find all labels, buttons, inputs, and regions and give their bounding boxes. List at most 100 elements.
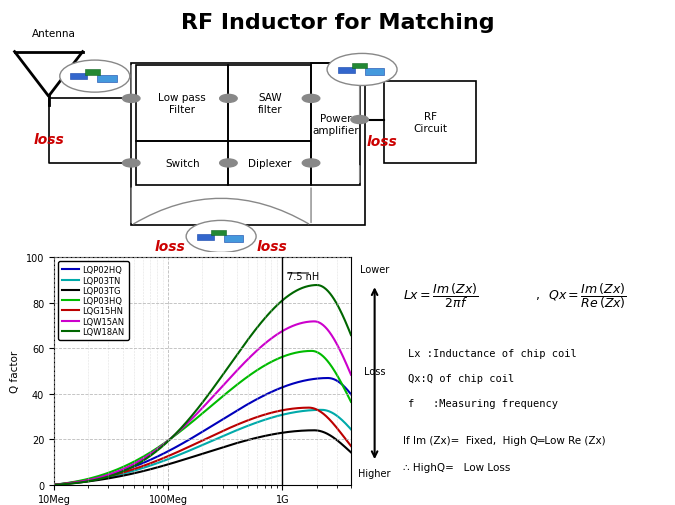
Line: LQP03TG: LQP03TG [54,430,351,485]
LQG15HN [347,443,355,449]
Text: loss: loss [256,239,288,253]
LQP02HQ [126,465,134,471]
LQP03TN [248,421,256,427]
Text: Qx:Q of chip coil: Qx:Q of chip coil [408,374,514,383]
Bar [338,67,355,74]
LQG15HN [225,425,233,431]
LQW15AN [103,472,111,478]
Line: LQP02HQ: LQP02HQ [54,378,351,485]
LQG15HN [103,474,111,480]
Text: Antenna: Antenna [32,29,76,39]
Line: LQP03TN: LQP03TN [54,410,351,485]
LQP03TG [103,476,111,482]
Bar [311,64,360,186]
Text: Higher: Higher [358,468,391,478]
Circle shape [219,95,237,103]
Text: Switch: Switch [165,159,200,169]
Bar [211,230,226,236]
LQP03HQ [347,399,355,405]
Text: $,\;\; Qx = \dfrac{Im\,(Zx)}{Re\,(Zx)}$: $,\;\; Qx = \dfrac{Im\,(Zx)}{Re\,(Zx)}$ [535,280,627,310]
Text: Diplexer: Diplexer [248,159,292,169]
LQP02HQ [273,386,281,392]
LQP03TG [347,449,355,456]
Circle shape [351,116,369,124]
LQP03TG [50,482,58,488]
LQW18AN [225,363,233,369]
Circle shape [122,95,140,103]
LQP03TN [273,413,281,419]
Text: If Im (Zx)=  Fixed,  High Q═Low Re (Zx): If Im (Zx)= Fixed, High Q═Low Re (Zx) [403,435,605,445]
Bar [352,64,367,69]
LQP03HQ [50,482,58,488]
Bar [223,236,243,242]
Bar [228,141,311,186]
LQP03HQ [103,471,111,477]
LQW15AN [225,376,233,382]
Bar [136,66,228,141]
Circle shape [219,160,237,168]
Bar [384,81,477,164]
LQW18AN [50,482,58,488]
Text: $Lx = \dfrac{Im\,(Zx)}{2\pi f}$: $Lx = \dfrac{Im\,(Zx)}{2\pi f}$ [403,280,479,309]
LQW18AN [313,282,321,288]
LQP03TN [50,482,58,488]
Text: Power
amplifier: Power amplifier [312,114,358,135]
LQP03HQ [225,388,233,394]
Text: 7.5 nH: 7.5 nH [287,271,319,281]
Text: Loss: Loss [364,366,385,376]
Line: LQG15HN: LQG15HN [54,408,351,485]
LQP03TG [225,442,233,448]
LQP02HQ [184,437,192,443]
LQP02HQ [50,482,58,488]
LQW18AN [248,331,256,337]
Line: LQP03HQ: LQP03HQ [54,351,351,485]
LQG15HN [273,409,281,415]
LQP03TN [347,427,355,433]
Circle shape [302,95,320,103]
Text: Low pass
Filter: Low pass Filter [159,93,206,115]
Text: Lower: Lower [360,265,389,274]
Bar [197,234,214,240]
Circle shape [327,55,397,86]
Text: ∴ HighQ=   Low Loss: ∴ HighQ= Low Loss [403,462,510,472]
LQG15HN [305,405,313,411]
Bar [85,70,100,76]
LQW15AN [126,463,134,469]
Legend: LQP02HQ, LQP03TN, LQP03TG, LQP03HQ, LQG15HN, LQW15AN, LQW18AN: LQP02HQ, LQP03TN, LQP03TG, LQP03HQ, LQG1… [58,262,129,340]
LQW15AN [50,482,58,488]
Line: LQW15AN: LQW15AN [54,322,351,485]
LQG15HN [248,416,256,422]
LQP02HQ [323,375,331,381]
LQP02HQ [225,413,233,419]
LQW15AN [310,319,319,325]
LQP03TG [248,436,256,442]
Text: RF Inductor for Matching: RF Inductor for Matching [181,13,494,33]
LQP03TG [273,431,281,437]
LQW15AN [184,419,192,425]
Text: f   :Measuring frequency: f :Measuring frequency [408,398,558,409]
LQG15HN [184,444,192,450]
Bar [70,74,88,80]
LQW15AN [347,372,355,378]
Text: SAW
filter: SAW filter [257,93,282,115]
Bar [97,76,117,82]
LQP03HQ [184,422,192,428]
LQP03TG [310,427,319,433]
LQP02HQ [103,473,111,479]
Circle shape [186,221,256,253]
LQP03HQ [273,356,281,362]
LQP03TN [103,475,111,481]
Text: loss: loss [155,239,186,253]
Bar [228,66,311,141]
Circle shape [122,160,140,168]
LQW15AN [248,352,256,358]
Circle shape [60,61,130,93]
Bar [131,64,364,226]
LQP03HQ [248,371,256,377]
LQG15HN [126,467,134,473]
LQW18AN [103,474,111,480]
LQP03TG [184,456,192,462]
LQP02HQ [248,399,256,405]
LQW18AN [273,302,281,308]
LQP03TN [225,431,233,437]
